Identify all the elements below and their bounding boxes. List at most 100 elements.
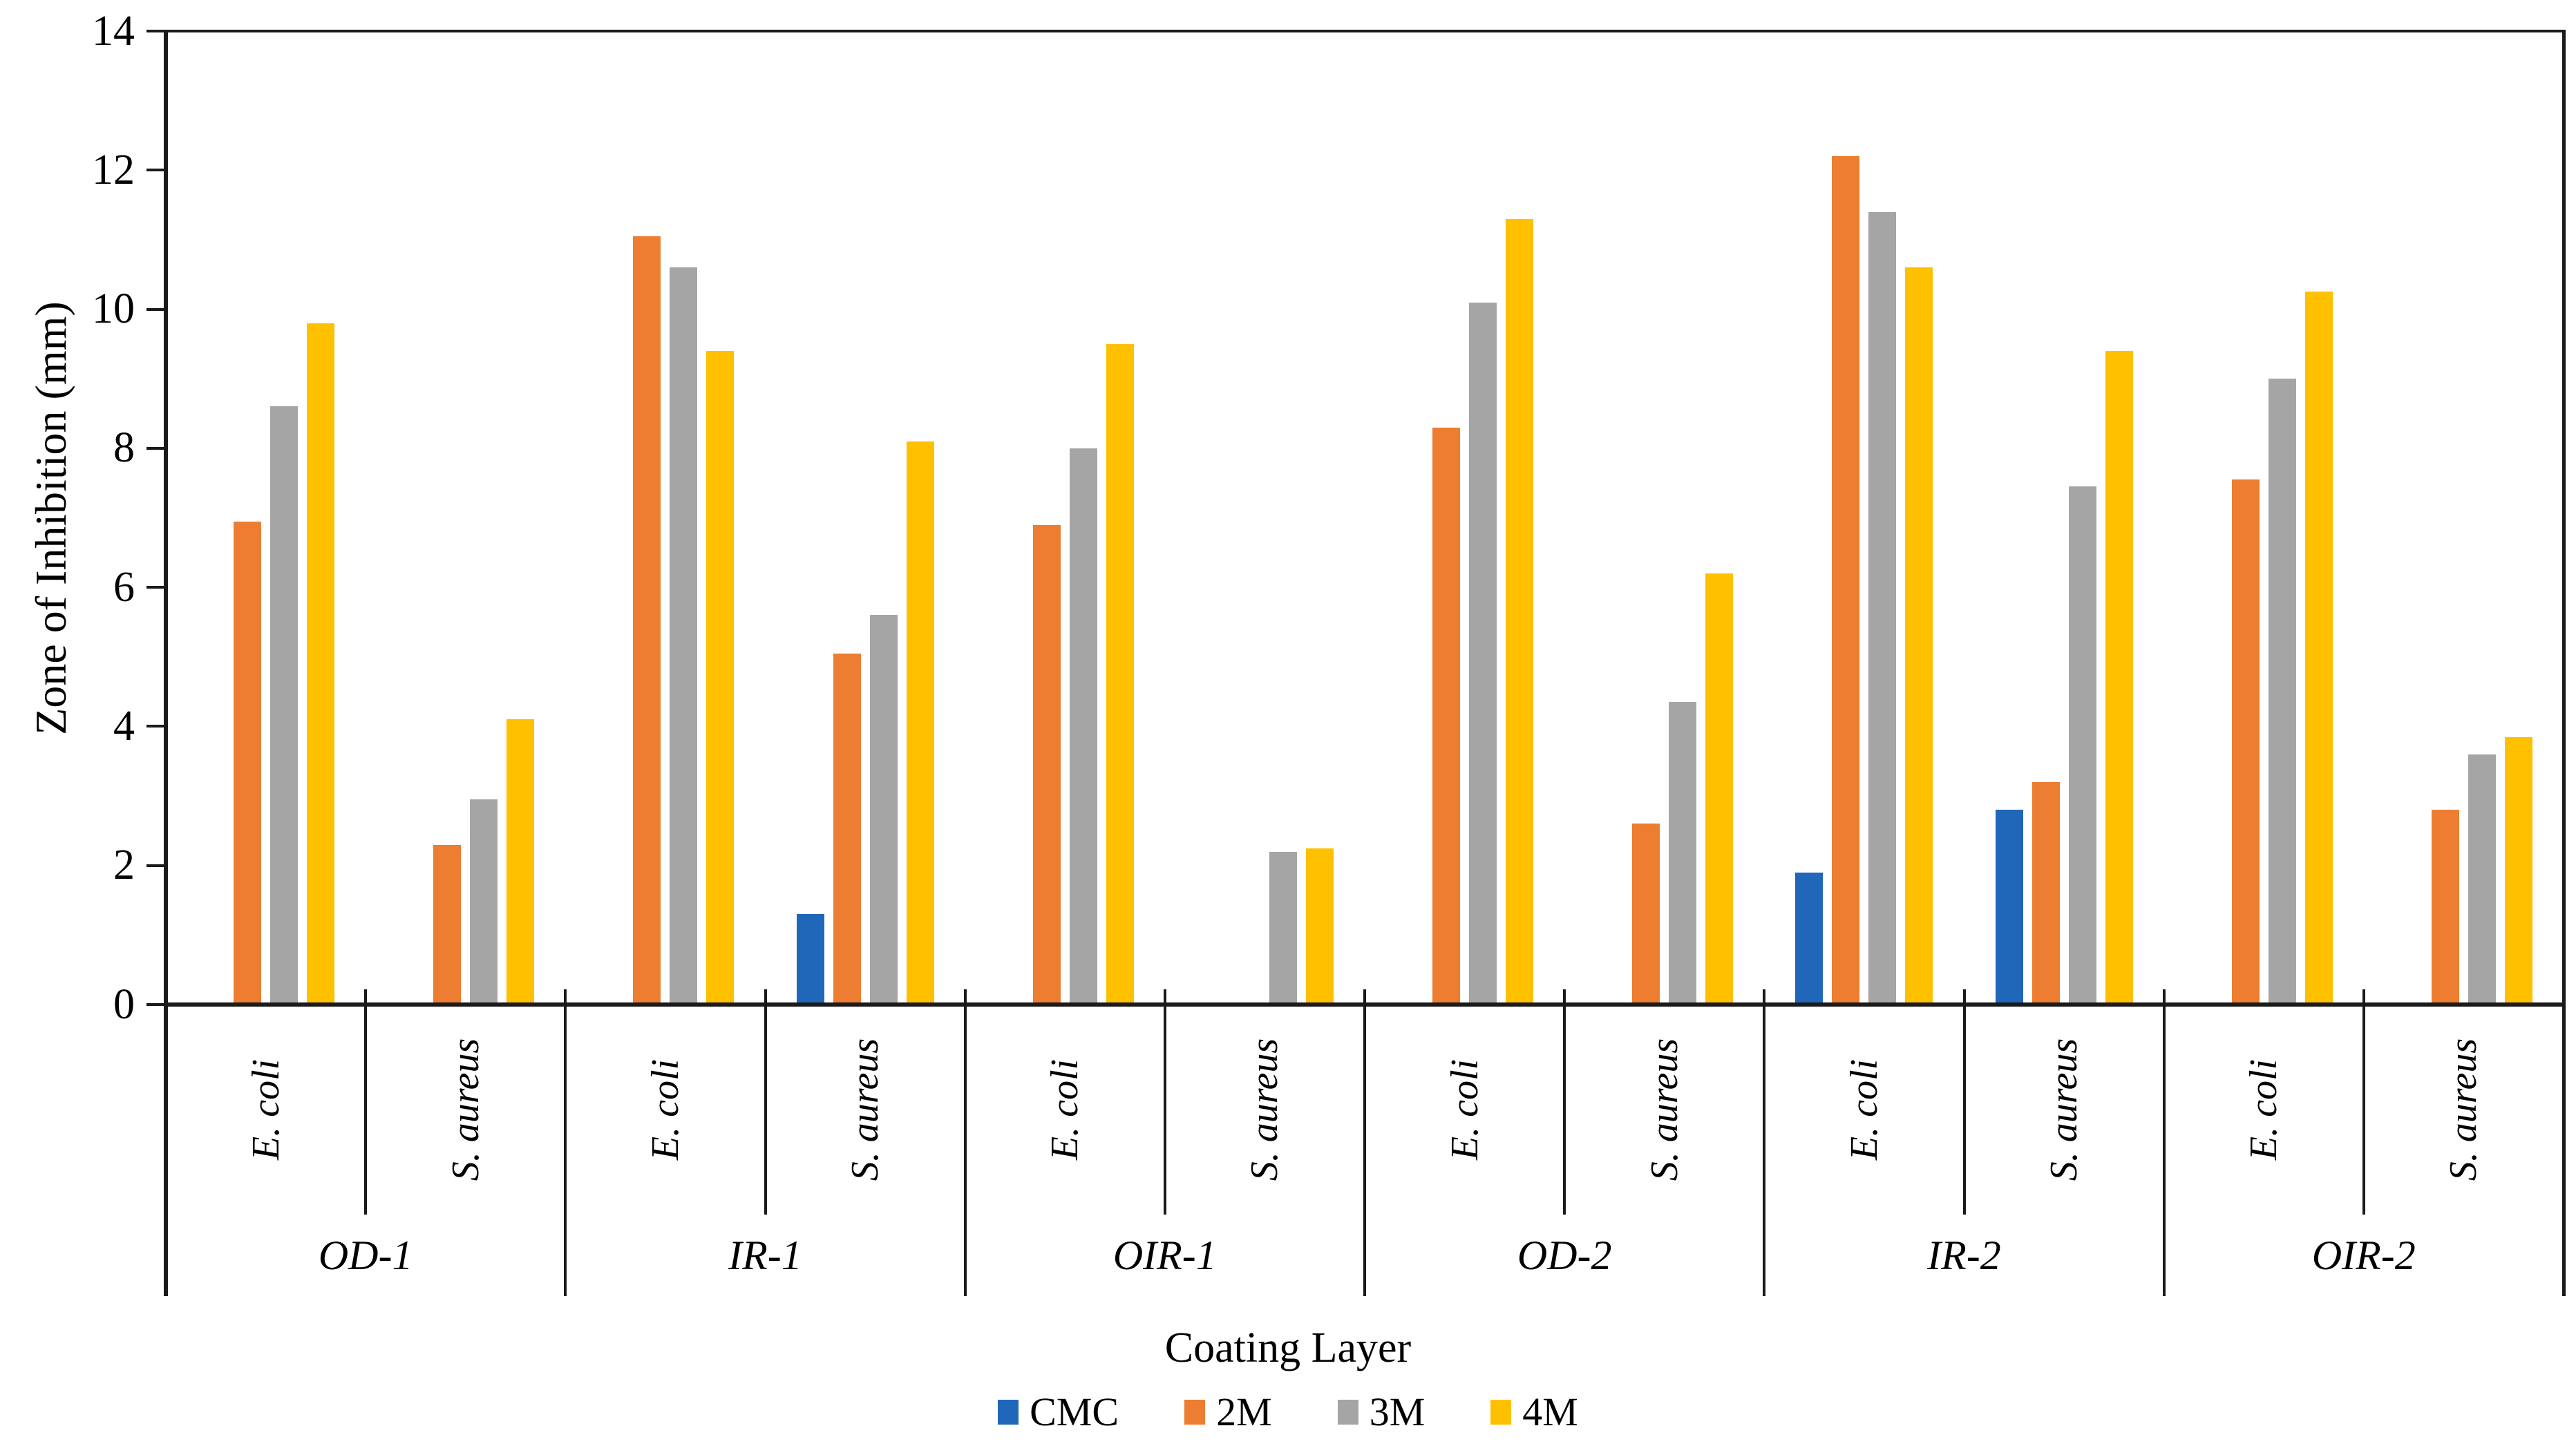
y-tick: [146, 586, 166, 589]
species-label: E. coli: [2242, 1058, 2286, 1161]
y-tick: [146, 30, 166, 32]
species-label: E. coli: [1443, 1058, 1486, 1161]
y-tick-label: 12: [92, 146, 135, 193]
legend-label: CMC: [1030, 1389, 1119, 1434]
species-separator: [2362, 989, 2365, 1215]
legend: CMC 2M 3M 4M: [0, 1389, 2576, 1435]
bar-CMC-IR-2-Ecoli: [1795, 872, 1824, 1002]
y-tick-label: 10: [92, 285, 135, 333]
species-label: E. coli: [1043, 1058, 1087, 1161]
bar-3M-OD-1-Ecoli: [270, 406, 299, 1002]
species-separator: [1962, 989, 1966, 1215]
species-separator: [1163, 989, 1166, 1215]
legend-swatch-icon: [1490, 1399, 1512, 1425]
bar-4M-OD-2-Ecoli: [1506, 218, 1534, 1002]
group-separator: [2162, 989, 2166, 1296]
bar-2M-OIR-2-Ecoli: [2231, 479, 2260, 1002]
y-tick-label: 14: [92, 7, 135, 55]
bar-3M-OIR-1-Ecoli: [1069, 448, 1097, 1002]
bar-3M-IR-2-Saureus: [2068, 486, 2096, 1002]
bar-2M-OD-2-Saureus: [1632, 824, 1660, 1002]
group-label: OIR-1: [1112, 1232, 1217, 1278]
species-label: S. aureus: [1243, 1038, 1287, 1181]
bar-CMC-IR-2-Saureus: [1995, 810, 2023, 1002]
bar-2M-OD-1-Saureus: [433, 844, 462, 1002]
bar-4M-IR-2-Saureus: [2105, 350, 2133, 1002]
group-label: OD-1: [318, 1232, 413, 1278]
bar-2M-IR-1-Saureus: [833, 653, 861, 1002]
species-label: E. coli: [643, 1058, 687, 1161]
bar-3M-OIR-2-Saureus: [2468, 754, 2496, 1002]
bar-3M-IR-2-Ecoli: [1868, 211, 1897, 1002]
bar-2M-OIR-1-Ecoli: [1032, 524, 1061, 1002]
y-tick-label: 0: [113, 980, 135, 1028]
x-axis-title: Coating Layer: [1164, 1324, 1412, 1371]
y-tick-label: 6: [113, 563, 135, 611]
bar-2M-IR-2-Saureus: [2032, 781, 2060, 1002]
y-tick: [146, 864, 166, 867]
group-separator: [2562, 989, 2565, 1296]
bar-4M-IR-1-Saureus: [906, 441, 934, 1002]
plot-border-right: [2562, 31, 2566, 1296]
y-tick-label: 4: [113, 702, 135, 750]
legend-label: 3M: [1369, 1389, 1426, 1434]
species-label: S. aureus: [2043, 1038, 2086, 1181]
legend-item-3M: 3M: [1337, 1389, 1426, 1435]
bar-3M-OIR-2-Ecoli: [2268, 379, 2296, 1002]
bar-2M-OD-2-Ecoli: [1432, 427, 1461, 1002]
legend-item-2M: 2M: [1184, 1389, 1272, 1435]
legend-item-CMC: CMC: [998, 1389, 1119, 1435]
bar-3M-OD-1-Saureus: [470, 799, 498, 1002]
group-separator: [1763, 989, 1766, 1296]
bar-4M-IR-2-Ecoli: [1905, 267, 1933, 1002]
y-tick-label: 8: [113, 424, 135, 472]
bar-2M-IR-1-Ecoli: [633, 236, 661, 1002]
bar-4M-OD-2-Saureus: [1705, 573, 1734, 1002]
species-label: S. aureus: [444, 1038, 487, 1181]
legend-swatch-icon: [1184, 1399, 1206, 1425]
species-label: E. coli: [244, 1058, 287, 1161]
species-separator: [1563, 989, 1566, 1215]
bar-2M-OD-1-Ecoli: [234, 521, 262, 1002]
species-label: E. coli: [1842, 1058, 1886, 1161]
bar-4M-OIR-1-Saureus: [1305, 848, 1334, 1002]
legend-swatch-icon: [998, 1399, 1019, 1425]
group-label: IR-1: [728, 1232, 802, 1278]
species-label: S. aureus: [844, 1038, 887, 1181]
species-label: S. aureus: [1642, 1038, 1686, 1181]
y-tick: [146, 307, 166, 311]
group-separator: [963, 989, 967, 1296]
legend-item-4M: 4M: [1490, 1389, 1578, 1435]
bar-4M-OD-1-Ecoli: [307, 323, 335, 1002]
legend-label: 4M: [1522, 1389, 1578, 1434]
plot-border-top: [164, 30, 2566, 32]
group-separator: [564, 989, 567, 1296]
bar-3M-OD-2-Ecoli: [1469, 302, 1497, 1002]
species-separator: [764, 989, 767, 1215]
bar-2M-IR-2-Ecoli: [1832, 156, 1860, 1002]
group-label: OD-2: [1517, 1232, 1612, 1278]
y-tick: [146, 446, 166, 450]
y-axis-line: [164, 31, 168, 1296]
group-label: OIR-2: [2311, 1232, 2416, 1278]
bar-2M-OIR-2-Saureus: [2431, 810, 2459, 1002]
legend-swatch-icon: [1337, 1399, 1358, 1425]
group-separator: [1363, 989, 1366, 1296]
species-separator: [364, 989, 368, 1215]
group-separator: [164, 989, 167, 1296]
bar-CMC-IR-1-Saureus: [796, 914, 824, 1002]
y-tick-label: 2: [113, 841, 135, 889]
bar-3M-IR-1-Saureus: [869, 615, 898, 1002]
y-tick: [146, 169, 166, 172]
species-label: S. aureus: [2442, 1038, 2485, 1181]
bar-4M-OD-1-Saureus: [506, 719, 535, 1002]
bar-4M-OIR-2-Saureus: [2504, 736, 2532, 1002]
bar-4M-IR-1-Ecoli: [706, 350, 735, 1002]
y-tick: [146, 1003, 166, 1006]
group-label: IR-2: [1927, 1232, 2001, 1278]
legend-label: 2M: [1216, 1389, 1272, 1434]
y-tick: [146, 725, 166, 728]
bar-4M-OIR-1-Ecoli: [1106, 343, 1134, 1002]
bar-3M-IR-1-Ecoli: [670, 267, 698, 1002]
